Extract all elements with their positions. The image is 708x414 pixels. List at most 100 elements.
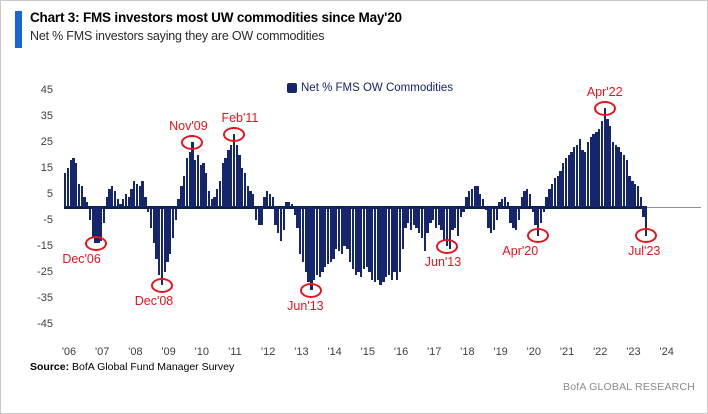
bar bbox=[147, 207, 150, 213]
annotation-label: Jun'13 bbox=[424, 254, 462, 269]
bar bbox=[362, 207, 366, 270]
bar bbox=[105, 196, 108, 207]
x-axis-tick-label: '23 bbox=[626, 346, 641, 358]
x-axis-tick-label: '19 bbox=[493, 346, 508, 358]
bar bbox=[539, 207, 543, 223]
bar bbox=[589, 136, 593, 207]
bar bbox=[398, 207, 402, 272]
bar bbox=[116, 199, 119, 207]
bar bbox=[99, 207, 103, 241]
bar bbox=[77, 183, 81, 207]
bar bbox=[230, 144, 233, 207]
annotation-label: Feb'11 bbox=[221, 110, 259, 125]
bar bbox=[227, 149, 230, 207]
annotation-label: Jun'13 bbox=[287, 298, 324, 313]
bar bbox=[575, 144, 579, 207]
annotation-label: Dec'08 bbox=[134, 293, 174, 308]
bar bbox=[66, 168, 70, 207]
bar bbox=[293, 207, 296, 215]
bar bbox=[526, 188, 529, 207]
x-axis-tick-label: '14 bbox=[327, 346, 342, 358]
bar bbox=[470, 188, 474, 207]
bar bbox=[636, 186, 640, 207]
bar bbox=[600, 121, 604, 207]
bar bbox=[603, 108, 606, 207]
bar bbox=[315, 207, 319, 275]
annotation-circle bbox=[435, 238, 458, 254]
y-axis-tick-label: 35 bbox=[40, 110, 53, 122]
bar bbox=[512, 207, 515, 228]
x-axis-tick-label: '07 bbox=[95, 346, 110, 358]
bar bbox=[83, 196, 86, 207]
bar bbox=[371, 207, 374, 280]
bar bbox=[498, 201, 501, 207]
bar bbox=[102, 207, 106, 223]
bar bbox=[191, 142, 194, 207]
bar bbox=[559, 170, 562, 207]
bar bbox=[645, 207, 648, 236]
bar bbox=[235, 144, 238, 207]
chart-title: Chart 3: FMS investors most UW commoditi… bbox=[30, 10, 402, 25]
bar bbox=[152, 207, 155, 244]
bar bbox=[440, 207, 443, 231]
y-axis-tick-label: 45 bbox=[40, 84, 53, 96]
bar bbox=[517, 207, 521, 220]
bar bbox=[432, 207, 435, 220]
bar bbox=[420, 207, 424, 239]
bar bbox=[495, 207, 498, 220]
bar bbox=[454, 207, 457, 228]
bar bbox=[318, 207, 321, 278]
bar bbox=[550, 183, 554, 207]
bar bbox=[520, 196, 523, 207]
bar bbox=[238, 155, 241, 207]
bar bbox=[584, 152, 587, 207]
bar bbox=[72, 157, 75, 207]
bar bbox=[586, 142, 590, 207]
x-axis-tick-label: '17 bbox=[427, 346, 442, 358]
bar bbox=[484, 207, 487, 210]
bar bbox=[548, 188, 551, 207]
annotation-circle bbox=[527, 228, 550, 244]
x-axis-tick-label: '11 bbox=[228, 346, 242, 358]
bar bbox=[473, 186, 476, 207]
bar bbox=[177, 199, 180, 207]
annotation-label: Jul'23 bbox=[628, 244, 661, 259]
bar bbox=[528, 194, 532, 207]
bar bbox=[97, 207, 100, 244]
bar bbox=[185, 157, 189, 207]
annotation-label: Apr'20 bbox=[502, 244, 539, 259]
bar bbox=[141, 181, 144, 207]
bar bbox=[487, 207, 490, 228]
bar bbox=[241, 168, 244, 207]
bar bbox=[194, 160, 197, 207]
x-axis-tick-label: '24 bbox=[659, 346, 674, 358]
bar bbox=[360, 207, 363, 278]
y-axis-tick-label: -35 bbox=[37, 292, 53, 304]
bar bbox=[467, 191, 471, 207]
bar bbox=[196, 155, 200, 207]
annotation-label: Dec'06 bbox=[62, 251, 101, 266]
bar bbox=[88, 207, 92, 220]
bar bbox=[279, 207, 283, 241]
bar bbox=[368, 207, 371, 272]
bar bbox=[445, 207, 449, 246]
bar bbox=[409, 207, 413, 231]
bar bbox=[299, 207, 302, 254]
x-axis-tick-label: '20 bbox=[526, 346, 542, 358]
bar bbox=[232, 134, 236, 207]
bar bbox=[216, 188, 219, 207]
y-axis-tick-label: -15 bbox=[37, 240, 53, 252]
bar bbox=[307, 207, 310, 283]
bar bbox=[423, 207, 426, 252]
bar bbox=[479, 194, 482, 207]
bar bbox=[365, 207, 368, 267]
y-axis-tick-label: -5 bbox=[43, 214, 53, 226]
bar bbox=[254, 207, 258, 220]
bar bbox=[401, 207, 404, 249]
annotation-circle bbox=[150, 277, 173, 293]
bar bbox=[224, 157, 227, 207]
bar bbox=[379, 207, 382, 285]
bar bbox=[382, 207, 385, 283]
bar bbox=[321, 207, 324, 272]
